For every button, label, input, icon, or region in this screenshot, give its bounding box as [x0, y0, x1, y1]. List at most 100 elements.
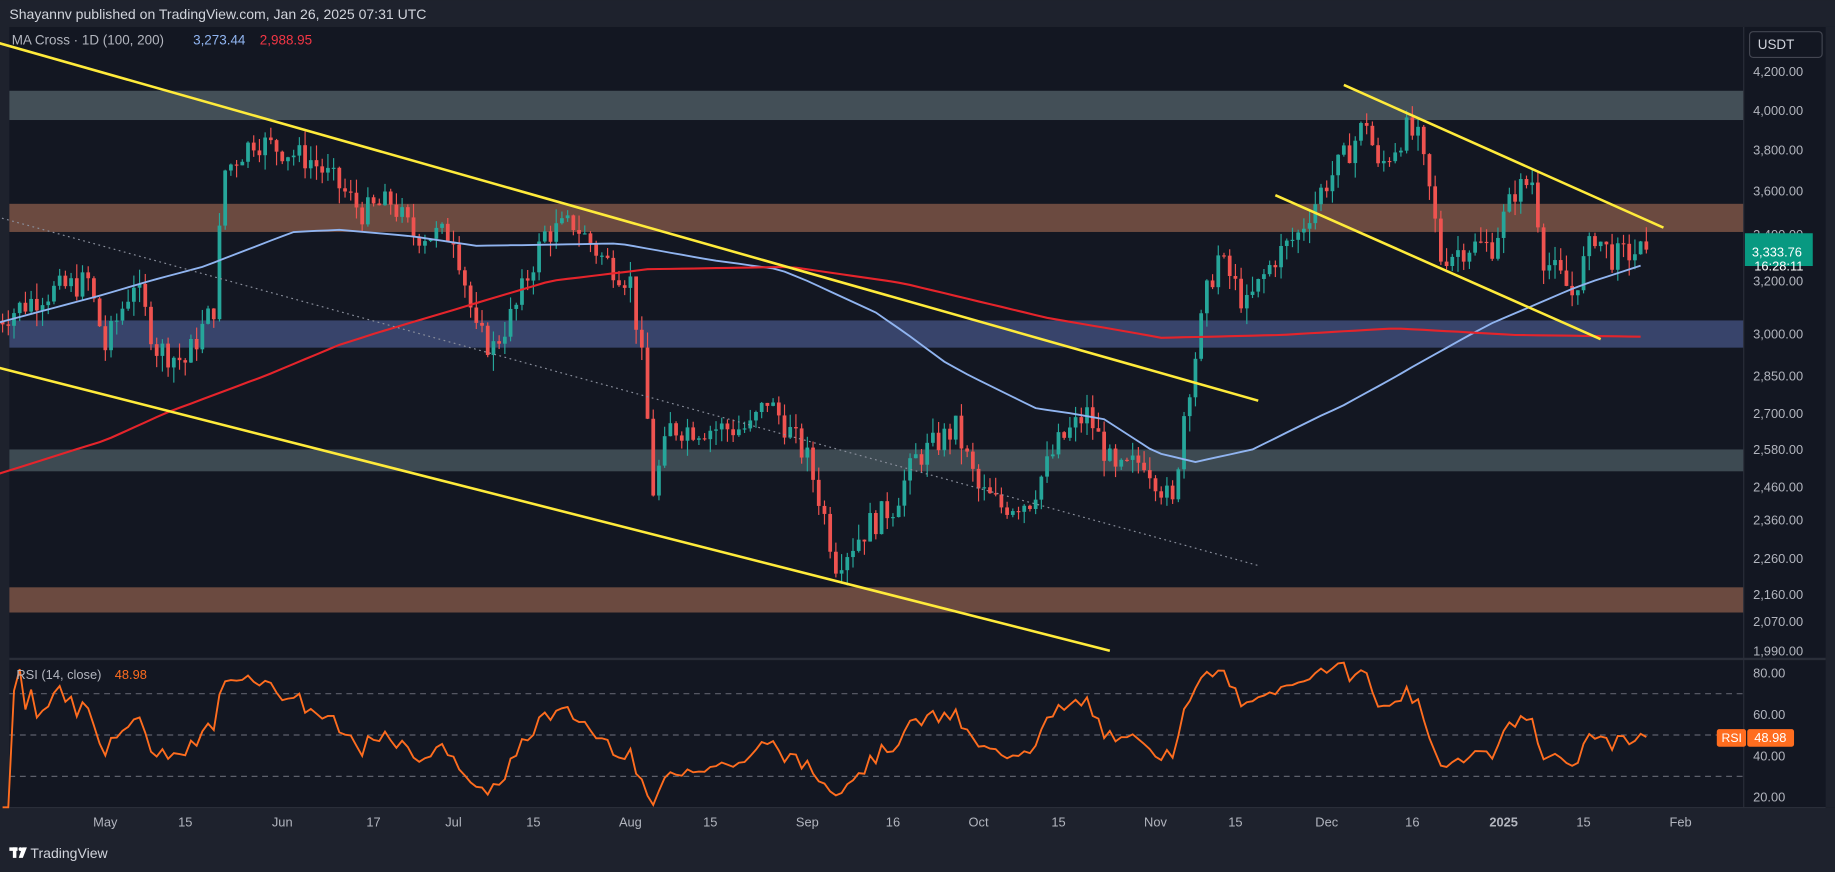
candle [577, 215, 581, 247]
candle-body [6, 324, 11, 326]
candle-body [1524, 179, 1529, 186]
candle-body [251, 142, 256, 151]
candle-body [1347, 145, 1352, 164]
candle-body [1370, 125, 1375, 146]
candle-body [1376, 145, 1380, 164]
candle-body [1016, 511, 1021, 513]
time-tick-label: 16 [886, 814, 900, 829]
candle [856, 524, 861, 553]
candle-body [303, 145, 307, 169]
candle [1633, 239, 1637, 270]
price-tick-label: 4,000.00 [1753, 103, 1803, 118]
candle [993, 477, 998, 497]
candle [1450, 253, 1455, 272]
indicator-title[interactable]: MA Cross · 1D (100, 200) [12, 33, 164, 48]
rsi-tag-label: RSI [1721, 731, 1741, 745]
candle [565, 210, 570, 222]
currency-button[interactable] [1748, 31, 1823, 58]
time-tick-label: 17 [366, 814, 380, 829]
candle-body [1547, 265, 1552, 271]
candle-body [622, 285, 627, 288]
candle [440, 222, 444, 234]
candle-body [1553, 260, 1557, 266]
candle [1598, 241, 1603, 252]
time-axis[interactable]: May 15 Jun 17 Jul 15 Aug 15 Sep 16 Oct 15 Nov 15 Dec 16… [93, 814, 1691, 829]
candle [1381, 150, 1386, 172]
candle-body [1307, 223, 1312, 229]
candle [348, 179, 353, 201]
candle [851, 538, 855, 568]
candle-body [1250, 291, 1255, 295]
candle-body [1005, 507, 1009, 515]
candle [828, 506, 833, 559]
price-axis[interactable] [1743, 26, 1835, 808]
candle-body [400, 207, 404, 217]
footer-brand[interactable]: TradingView [30, 845, 108, 861]
tradingview-logo-icon [9, 847, 27, 858]
candle [308, 146, 313, 179]
candle [1438, 210, 1443, 266]
candle-body [1193, 358, 1198, 398]
rsi-title[interactable]: RSI (14, close) [16, 667, 101, 682]
candle [1039, 475, 1044, 510]
candle-body [1393, 152, 1398, 162]
price-tick-label: 2,360.00 [1753, 512, 1803, 527]
candle-body [1364, 123, 1369, 126]
candle [862, 539, 867, 555]
candle [588, 231, 593, 253]
candle [1364, 113, 1369, 135]
candle [965, 445, 970, 458]
trendline-channel-lower[interactable] [0, 366, 1111, 652]
candle [1319, 183, 1323, 212]
candle [873, 510, 878, 540]
candle-body [1558, 260, 1563, 271]
candle-body [1028, 505, 1032, 509]
candle-body [468, 285, 473, 308]
candle-body [851, 550, 855, 558]
candle-body [1416, 126, 1420, 136]
candle-body [816, 479, 821, 506]
trendline-flag-upper[interactable] [1343, 83, 1664, 229]
candle [1307, 211, 1312, 244]
candle [1284, 238, 1289, 260]
rsi-tick-label: 60.00 [1753, 707, 1785, 722]
candle-body [1244, 294, 1249, 309]
candle [1204, 279, 1209, 327]
candle-body [605, 255, 610, 258]
candle [1478, 227, 1483, 244]
candle [1239, 267, 1243, 313]
trendlines-layer[interactable] [0, 42, 1664, 652]
candle [1096, 412, 1101, 432]
candle-body [183, 360, 188, 363]
candle-body [360, 207, 365, 225]
candle [1119, 458, 1124, 470]
candle [360, 201, 365, 232]
candle [1050, 444, 1055, 459]
candle-body [154, 344, 159, 356]
candles-layer[interactable] [0, 106, 1649, 586]
candle [166, 337, 170, 377]
candle-body [411, 217, 416, 237]
trendline-channel-upper[interactable] [0, 42, 1259, 402]
candle [1336, 154, 1341, 188]
candle [143, 273, 148, 316]
candle-body [1467, 252, 1472, 262]
candle [1153, 475, 1158, 502]
candle [6, 310, 11, 336]
candle-body [497, 341, 502, 344]
candle-body [343, 188, 347, 192]
candle-body [1165, 485, 1169, 498]
candle [896, 497, 901, 518]
candle [1056, 423, 1061, 459]
candle [103, 315, 108, 361]
candle [953, 415, 958, 445]
candle-body [657, 465, 661, 496]
candle [611, 250, 616, 288]
candle [1005, 501, 1009, 519]
candle [280, 150, 285, 165]
trendline-flag-lower[interactable] [1274, 193, 1602, 341]
candle-body [839, 570, 844, 574]
trendline-dotted-trend[interactable] [0, 217, 1259, 567]
candle [1496, 227, 1500, 261]
